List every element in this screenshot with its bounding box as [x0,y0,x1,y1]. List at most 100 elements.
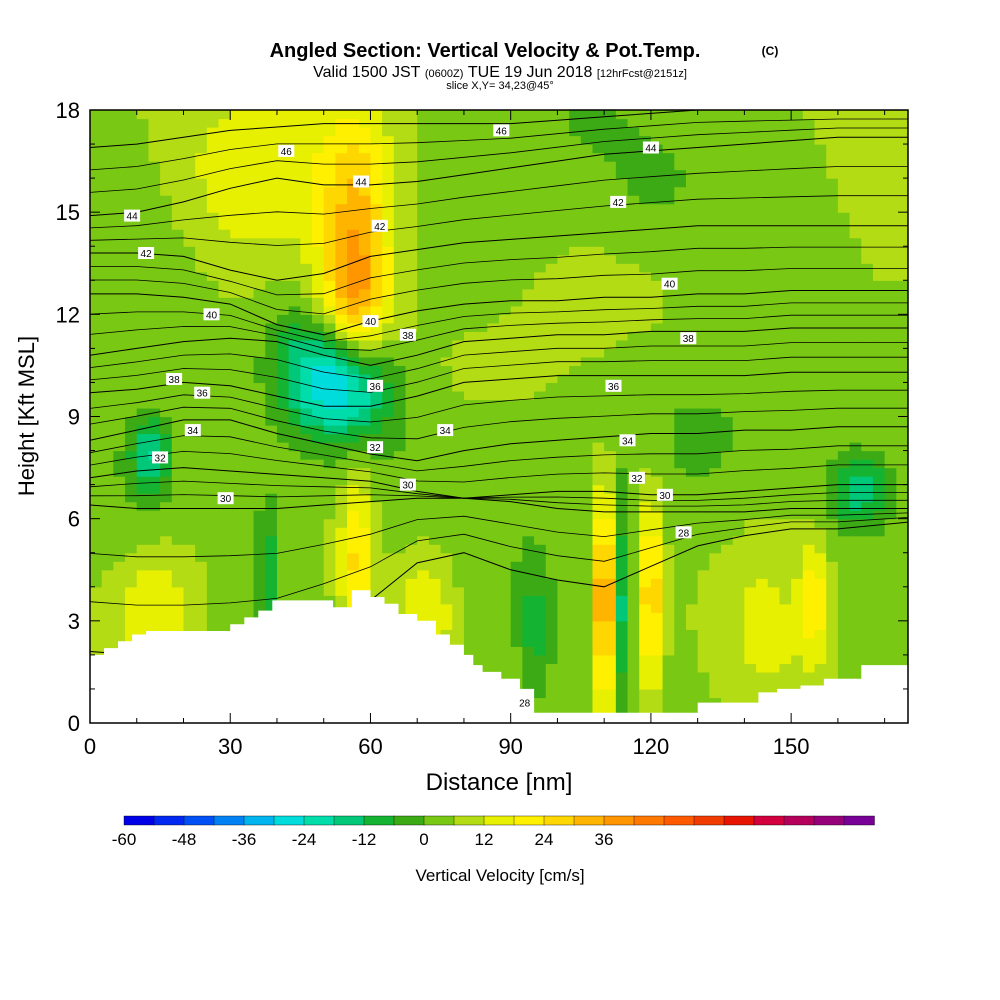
velocity-cell [767,144,781,154]
velocity-cell [241,442,255,452]
velocity-cell [370,212,383,222]
velocity-cell [791,144,804,154]
velocity-cell [569,110,582,120]
velocity-cell [522,416,535,426]
velocity-cell [276,442,290,452]
velocity-cell [627,578,640,588]
velocity-cell [674,135,687,145]
velocity-cell [230,288,243,298]
velocity-cell [861,339,874,349]
velocity-cell [884,331,897,341]
velocity-cell [662,373,675,384]
velocity-cell [650,161,664,171]
velocity-cell [569,254,582,264]
velocity-cell [545,305,559,315]
velocity-cell [826,425,839,435]
velocity-cell [744,578,757,588]
velocity-cell [604,407,617,418]
velocity-cell [721,271,734,281]
velocity-cell [417,212,430,222]
velocity-cell [160,237,173,247]
velocity-cell [697,416,710,426]
velocity-cell [674,271,687,281]
velocity-cell [276,382,290,392]
velocity-cell [510,186,523,196]
velocity-cell [148,161,161,171]
velocity-cell [171,552,185,562]
velocity-cell [125,144,138,154]
velocity-cell [849,305,862,315]
velocity-cell [510,407,523,418]
velocity-cell [604,671,617,682]
velocity-cell [475,544,488,554]
velocity-cell [90,220,103,230]
velocity-cell [802,501,816,511]
velocity-cell [335,390,348,401]
velocity-cell [113,399,126,409]
velocity-cell [627,237,640,247]
velocity-cell [534,305,547,315]
velocity-cell [849,493,862,503]
velocity-cell [253,544,266,554]
velocity-cell [241,144,255,154]
velocity-cell [300,356,313,367]
velocity-cell [837,339,851,349]
velocity-cell [604,331,617,341]
velocity-cell [662,603,675,613]
velocity-cell [872,203,886,213]
velocity-cell [826,110,839,120]
velocity-cell [499,527,512,537]
velocity-cell [884,476,897,486]
velocity-cell [779,620,792,630]
velocity-cell [148,518,161,528]
velocity-cell [814,152,827,162]
velocity-cell [510,433,523,443]
velocity-cell [218,271,231,281]
velocity-cell [347,220,360,230]
velocity-cell [487,518,500,528]
velocity-cell [592,688,605,699]
velocity-cell [312,331,325,341]
velocity-cell [382,493,395,503]
velocity-cell [872,425,886,435]
velocity-cell [884,135,897,145]
velocity-cell [206,467,220,477]
velocity-cell [288,288,301,298]
velocity-cell [499,144,512,154]
velocity-cell [241,382,255,392]
velocity-cell [732,271,745,281]
velocity-cell [510,544,523,554]
velocity-cell [779,535,792,545]
velocity-cell [580,339,594,349]
velocity-cell [475,501,488,511]
velocity-cell [767,663,781,673]
velocity-cell [837,527,851,537]
velocity-cell [440,612,453,622]
velocity-cell [662,442,675,452]
velocity-cell [896,586,908,596]
velocity-cell [440,161,453,171]
velocity-cell [113,373,126,384]
velocity-cell [265,416,278,426]
velocity-cell [393,203,407,213]
velocity-cell [884,220,897,230]
velocity-cell [604,186,617,196]
velocity-cell [417,407,430,418]
velocity-cell [721,288,734,298]
velocity-cell [358,118,372,128]
velocity-cell [101,169,114,179]
velocity-cell [475,527,488,537]
velocity-cell [627,152,640,162]
velocity-cell [732,442,745,452]
velocity-cell [767,365,781,375]
velocity-cell [136,144,150,154]
velocity-cell [195,271,208,281]
velocity-cell [685,569,699,579]
velocity-cell [814,280,827,290]
velocity-cell [230,280,243,290]
velocity-cell [300,544,313,554]
velocity-cell [627,629,640,639]
velocity-cell [791,254,804,264]
velocity-cell [183,518,196,528]
velocity-cell [358,254,372,264]
